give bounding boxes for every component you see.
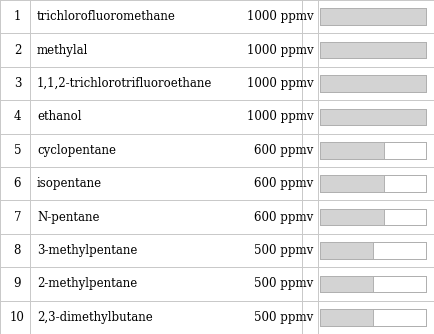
- Text: 1000 ppmv: 1000 ppmv: [246, 10, 312, 23]
- Text: 500 ppmv: 500 ppmv: [253, 311, 312, 324]
- Text: 600 ppmv: 600 ppmv: [253, 177, 312, 190]
- Bar: [319, 175, 425, 192]
- Text: 4: 4: [13, 111, 21, 123]
- Text: 600 ppmv: 600 ppmv: [253, 211, 312, 223]
- Text: 1000 ppmv: 1000 ppmv: [246, 44, 312, 56]
- Bar: [319, 75, 425, 92]
- Bar: [319, 109, 425, 125]
- Bar: [319, 209, 425, 225]
- Text: methylal: methylal: [37, 44, 88, 56]
- Text: 10: 10: [10, 311, 25, 324]
- Bar: [319, 142, 383, 159]
- Bar: [319, 276, 425, 292]
- Text: ethanol: ethanol: [37, 111, 81, 123]
- Bar: [319, 309, 425, 326]
- Bar: [319, 309, 372, 326]
- Text: 500 ppmv: 500 ppmv: [253, 278, 312, 290]
- Bar: [319, 142, 425, 159]
- Text: 2-methylpentane: 2-methylpentane: [37, 278, 137, 290]
- Text: 1000 ppmv: 1000 ppmv: [246, 111, 312, 123]
- Bar: [319, 109, 425, 125]
- Text: 500 ppmv: 500 ppmv: [253, 244, 312, 257]
- Text: 5: 5: [13, 144, 21, 157]
- Bar: [319, 242, 372, 259]
- Text: 1000 ppmv: 1000 ppmv: [246, 77, 312, 90]
- Bar: [319, 242, 425, 259]
- Text: 600 ppmv: 600 ppmv: [253, 144, 312, 157]
- Bar: [319, 42, 425, 58]
- Bar: [319, 175, 383, 192]
- Text: 9: 9: [13, 278, 21, 290]
- Bar: [319, 75, 425, 92]
- Bar: [319, 42, 425, 58]
- Bar: [319, 276, 425, 292]
- Bar: [319, 8, 425, 25]
- Bar: [319, 209, 383, 225]
- Bar: [319, 209, 425, 225]
- Bar: [319, 42, 425, 58]
- Text: 1: 1: [14, 10, 21, 23]
- Bar: [319, 309, 425, 326]
- Text: 1,1,2-trichlorotrifluoroethane: 1,1,2-trichlorotrifluoroethane: [37, 77, 212, 90]
- Bar: [319, 276, 372, 292]
- Text: cyclopentane: cyclopentane: [37, 144, 116, 157]
- Text: 3-methylpentane: 3-methylpentane: [37, 244, 137, 257]
- Text: 3: 3: [13, 77, 21, 90]
- Bar: [319, 109, 425, 125]
- Text: 7: 7: [13, 211, 21, 223]
- Text: 8: 8: [14, 244, 21, 257]
- Text: N-pentane: N-pentane: [37, 211, 99, 223]
- Bar: [319, 175, 425, 192]
- Text: trichlorofluoromethane: trichlorofluoromethane: [37, 10, 175, 23]
- Text: 2,3-dimethylbutane: 2,3-dimethylbutane: [37, 311, 152, 324]
- Text: 2: 2: [14, 44, 21, 56]
- Text: isopentane: isopentane: [37, 177, 102, 190]
- Text: 6: 6: [13, 177, 21, 190]
- Bar: [319, 8, 425, 25]
- Bar: [319, 242, 425, 259]
- Bar: [319, 142, 425, 159]
- Bar: [319, 8, 425, 25]
- Bar: [319, 75, 425, 92]
